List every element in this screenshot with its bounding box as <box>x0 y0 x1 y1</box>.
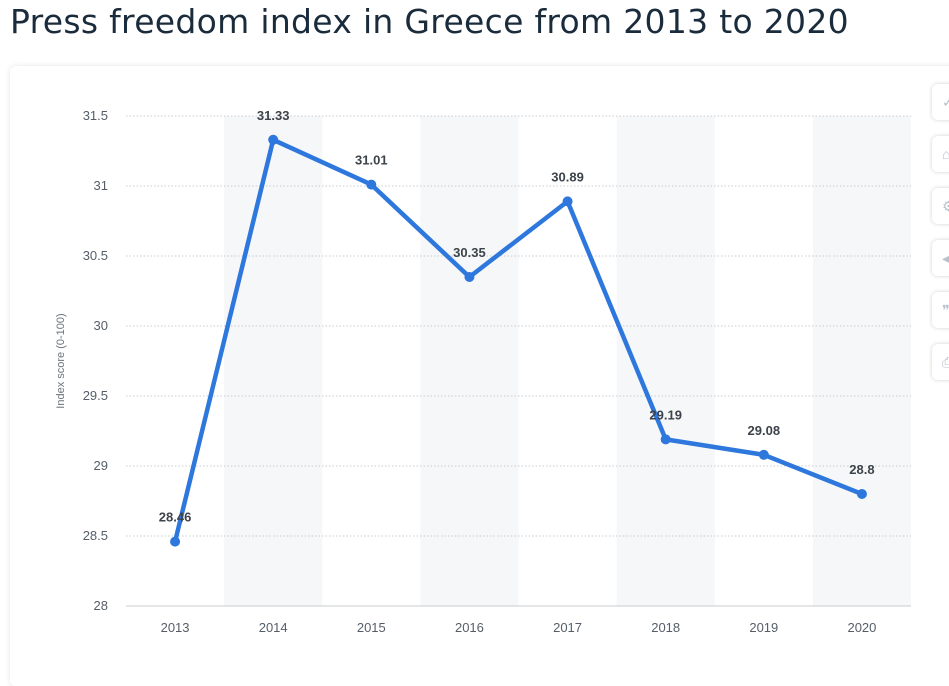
x-tick-label: 2018 <box>651 620 680 635</box>
data-label: 30.89 <box>551 169 584 184</box>
x-tick-label: 2013 <box>161 620 190 635</box>
data-label: 30.35 <box>453 245 486 260</box>
print-button[interactable]: ⎙ <box>932 344 949 380</box>
data-point <box>268 134 279 145</box>
y-tick-label: 30 <box>94 318 108 333</box>
data-point <box>562 196 573 207</box>
star-icon: ✓ <box>942 94 949 110</box>
x-tick-label: 2015 <box>357 620 386 635</box>
x-tick-label: 2019 <box>749 620 778 635</box>
data-point <box>170 536 181 547</box>
y-tick-label: 29.5 <box>83 388 108 403</box>
column-band <box>224 116 323 606</box>
bell-icon: ⌂ <box>942 146 949 162</box>
data-point <box>366 179 377 190</box>
data-point <box>856 489 867 499</box>
quote-button[interactable]: ❞ <box>932 292 949 328</box>
y-tick-label: 29 <box>94 458 108 473</box>
bell-button[interactable]: ⌂ <box>932 136 949 172</box>
x-tick-label: 2020 <box>847 620 876 635</box>
data-point <box>758 449 769 460</box>
x-tick-label: 2017 <box>553 620 582 635</box>
data-label: 28.8 <box>849 462 874 477</box>
data-label: 31.33 <box>257 108 290 123</box>
y-tick-label: 31.5 <box>83 108 108 123</box>
share-icon: ◂ <box>942 250 949 266</box>
data-label: 29.08 <box>748 423 781 438</box>
print-icon: ⎙ <box>942 354 949 370</box>
settings-button[interactable]: ⚙ <box>932 188 949 224</box>
data-label: 31.01 <box>355 153 388 168</box>
data-point <box>464 272 475 282</box>
data-label: 29.19 <box>649 407 682 422</box>
chart-card: 28 28.5 29 29.5 30 30.5 31 31.5 Index score (0-1… <box>10 66 949 686</box>
y-tick-label: 30.5 <box>83 248 108 263</box>
page-title: Press freedom index in Greece from 2013 … <box>10 2 849 41</box>
y-tick-label: 31 <box>94 178 108 193</box>
column-band <box>420 116 519 606</box>
settings-icon: ⚙ <box>942 198 949 214</box>
x-tick-label: 2016 <box>455 620 484 635</box>
series-line <box>172 137 865 544</box>
quote-icon: ❞ <box>942 302 949 318</box>
y-tick-label: 28.5 <box>83 528 108 543</box>
data-point <box>660 434 671 445</box>
y-axis-label: Index score (0-100) <box>55 313 67 408</box>
star-button[interactable]: ✓ <box>932 84 949 120</box>
share-button[interactable]: ◂ <box>932 240 949 276</box>
x-tick-label: 2014 <box>259 620 288 635</box>
y-tick-label: 28 <box>94 598 108 613</box>
column-band <box>812 116 911 606</box>
data-label: 28.46 <box>159 510 192 525</box>
line-chart: 28 28.5 29 29.5 30 30.5 31 31.5 Index score (0-1… <box>55 108 911 635</box>
